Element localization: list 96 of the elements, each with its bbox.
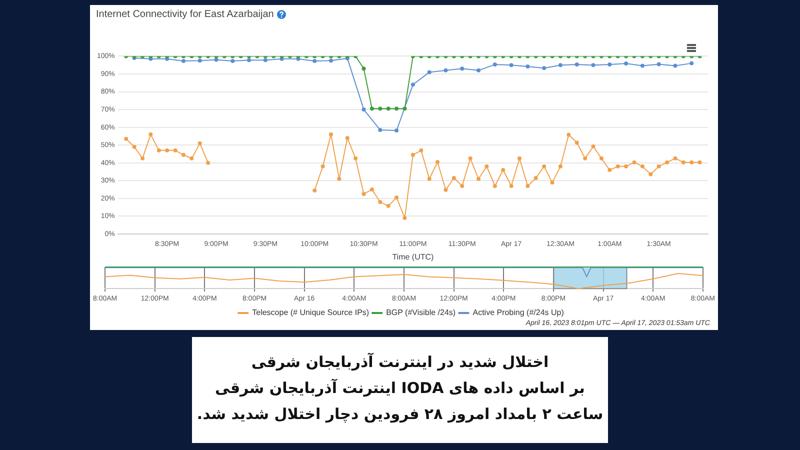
point [566,132,571,137]
point [690,61,694,66]
point [492,62,497,67]
point [542,164,546,168]
chart-title: Internet Connectivity for East Azarbaijan [96,9,274,20]
point [427,70,432,74]
point [526,64,530,69]
point [230,59,235,63]
point [444,68,448,72]
point [394,196,399,200]
point [427,176,432,181]
point [156,148,161,152]
point [608,168,612,172]
point [312,59,317,63]
point [501,168,506,172]
point [370,188,374,192]
point [624,164,628,168]
point [558,63,562,68]
point [574,62,579,67]
point [632,160,636,164]
point [460,184,464,188]
point [509,184,514,188]
text: بر اساس داده های IODA اینترنت آذربایجان شرقی [214,378,586,399]
point [526,184,530,188]
point [656,164,661,168]
point [648,172,653,176]
point [542,66,546,70]
point [690,160,694,164]
point [312,188,317,192]
point [591,144,596,148]
point [378,200,382,204]
point [354,156,358,160]
point [509,63,514,68]
point [656,62,661,66]
point [181,152,186,157]
point [337,176,342,181]
point [574,140,579,145]
point [419,148,424,152]
point [476,176,481,181]
point [140,156,144,160]
point [583,156,588,160]
point [599,156,604,160]
point [484,164,489,168]
point [190,156,194,160]
point [608,62,612,67]
point [468,156,472,160]
point [328,58,333,63]
point [673,156,678,160]
point [698,160,702,164]
point [640,164,644,168]
point [558,164,562,168]
point [165,148,170,152]
point [362,108,366,112]
point [214,58,218,62]
point [616,164,620,168]
point [362,192,366,196]
point [591,63,596,68]
point [492,184,497,188]
legend-label: Telescope (# Unique Source IPs) [252,308,370,318]
point [640,64,644,68]
point [665,160,670,164]
x-axis-title: Time (UTC) [392,252,434,262]
point [132,144,136,149]
text: اختلال شدید در اینترنت آذربایجان شرقی [250,352,550,373]
point [378,128,382,132]
point [394,128,399,133]
point [181,59,186,63]
point [550,180,554,184]
point [198,141,202,146]
point [444,188,448,192]
point [206,160,210,165]
point [673,64,678,68]
text: ساعت ۲ بامداد امروز ۲۸ فرودین دچار اختلال شدید شد. [196,404,604,425]
point [124,136,128,141]
point [410,82,415,87]
point [410,152,415,157]
point [173,148,178,152]
point [148,132,153,136]
point [402,216,407,220]
point [534,176,538,180]
point [345,136,350,140]
point [436,160,440,164]
point [452,176,456,180]
point [247,58,252,62]
point [328,132,333,136]
point [476,68,481,72]
legend-label: BGP (#Visible /24s) [386,308,456,318]
legend-label: Active Probing (#/24s Up) [472,308,564,318]
point [460,66,464,71]
point [198,58,202,63]
point [263,58,268,62]
point [320,164,325,168]
point [517,156,522,160]
point [681,160,686,164]
point [386,204,390,208]
point [624,61,628,66]
